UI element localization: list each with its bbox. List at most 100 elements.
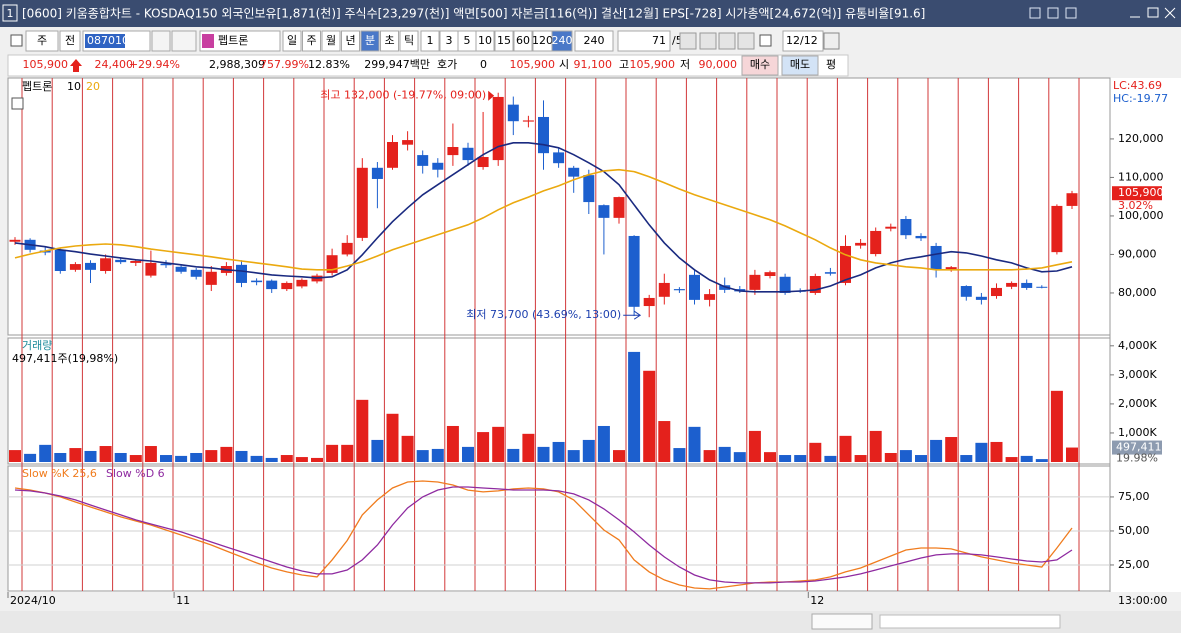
button[interactable] bbox=[551, 30, 573, 52]
volume-bar bbox=[190, 452, 203, 462]
candle-body bbox=[341, 242, 353, 255]
candle-body bbox=[1066, 193, 1078, 206]
window-controls[interactable] bbox=[1029, 7, 1176, 19]
control-icon[interactable] bbox=[1047, 7, 1059, 19]
button[interactable] bbox=[574, 30, 614, 52]
count-input[interactable] bbox=[617, 30, 671, 52]
tool-icon[interactable] bbox=[699, 32, 717, 50]
button-label[interactable]: 주 bbox=[306, 34, 316, 47]
volume-bar bbox=[522, 433, 535, 462]
volume-bar bbox=[733, 452, 746, 462]
volume-bar bbox=[930, 439, 943, 462]
code-text[interactable]: 087010 bbox=[87, 34, 129, 47]
button[interactable] bbox=[420, 30, 440, 52]
button[interactable] bbox=[25, 30, 59, 52]
high-annotation: 최고 132,000 (-19.77%, 09:00) bbox=[320, 89, 486, 102]
y-tick-label: 25,00 bbox=[1118, 558, 1150, 571]
quote-value: 299,947백만 bbox=[364, 58, 430, 71]
candle-body bbox=[417, 155, 429, 166]
button[interactable] bbox=[59, 30, 81, 52]
date-text[interactable]: 12/12 bbox=[786, 34, 818, 47]
button-label[interactable]: 월 bbox=[326, 34, 336, 47]
volume-bar bbox=[205, 450, 218, 462]
buy-label[interactable]: 매수 bbox=[750, 58, 770, 71]
button-label[interactable]: 120 bbox=[532, 34, 553, 47]
button[interactable] bbox=[341, 30, 360, 52]
name-box[interactable] bbox=[199, 30, 281, 52]
candle-body bbox=[9, 239, 21, 242]
sell-label[interactable]: 매도 bbox=[790, 58, 810, 71]
candle-body bbox=[779, 276, 791, 293]
search-button[interactable] bbox=[151, 30, 171, 52]
zoom-slider[interactable] bbox=[879, 614, 1061, 629]
button-label[interactable]: 분 bbox=[365, 34, 375, 47]
buy-button[interactable] bbox=[741, 55, 779, 76]
button[interactable] bbox=[513, 30, 533, 52]
button[interactable] bbox=[399, 30, 419, 52]
button-label[interactable]: 주 bbox=[37, 34, 47, 47]
candle-body bbox=[1021, 282, 1033, 288]
button-label[interactable]: 3 bbox=[446, 34, 453, 47]
candle-body bbox=[160, 263, 172, 266]
control-icon[interactable] bbox=[1029, 7, 1041, 19]
button-label[interactable]: 일 bbox=[287, 33, 297, 47]
candle-body bbox=[54, 249, 66, 272]
button-label[interactable]: 240 bbox=[584, 34, 605, 47]
close[interactable] bbox=[1164, 7, 1176, 19]
button-label[interactable]: 틱 bbox=[404, 34, 414, 47]
candle-body bbox=[975, 296, 987, 300]
volume-bar bbox=[235, 450, 248, 462]
button[interactable] bbox=[494, 30, 514, 52]
scroll-buttons[interactable] bbox=[811, 613, 873, 630]
avg-label[interactable]: 평 bbox=[826, 58, 836, 71]
button[interactable] bbox=[360, 30, 380, 52]
last-volume-box bbox=[1112, 440, 1162, 455]
button[interactable] bbox=[321, 30, 341, 52]
volume-bar bbox=[643, 370, 656, 462]
tool-icon[interactable] bbox=[737, 32, 755, 50]
quote-value: 24,400 bbox=[95, 58, 134, 71]
button[interactable] bbox=[475, 30, 495, 52]
candle-body bbox=[930, 245, 942, 270]
candle-body bbox=[764, 272, 776, 277]
button[interactable] bbox=[302, 30, 321, 52]
volume-bar bbox=[688, 426, 701, 462]
volume-bar bbox=[371, 439, 384, 462]
checkbox[interactable] bbox=[759, 34, 772, 47]
volume-bar bbox=[613, 450, 625, 462]
button-label[interactable]: 15 bbox=[497, 34, 511, 47]
x-tick-label: 12 bbox=[810, 594, 824, 607]
hc-label: HC:-19.77 bbox=[1113, 92, 1168, 105]
maximize[interactable] bbox=[1147, 7, 1159, 18]
candle-body bbox=[628, 235, 640, 307]
name-icon bbox=[202, 34, 214, 48]
count-text[interactable]: 71 bbox=[652, 34, 666, 47]
button-label[interactable]: 1 bbox=[427, 34, 434, 47]
sound-button[interactable] bbox=[171, 30, 197, 52]
button-label[interactable]: 전 bbox=[65, 34, 75, 47]
tool-icon[interactable] bbox=[679, 32, 697, 50]
sell-button[interactable] bbox=[781, 55, 819, 76]
button-label[interactable]: 5 bbox=[464, 34, 471, 47]
x-tick-label: 2024/10 bbox=[10, 594, 56, 607]
control-icon[interactable] bbox=[1065, 7, 1077, 19]
volume-bar bbox=[975, 442, 988, 462]
calendar-button[interactable] bbox=[823, 32, 840, 50]
stock-name[interactable]: 펩트론 bbox=[218, 34, 248, 47]
quote-value: 91,100 bbox=[574, 58, 613, 71]
date-input[interactable] bbox=[782, 30, 824, 52]
tool-icon[interactable] bbox=[718, 32, 736, 50]
button[interactable] bbox=[282, 30, 302, 52]
button-label[interactable]: 10 bbox=[478, 34, 492, 47]
volume-bar bbox=[84, 450, 97, 462]
button-label[interactable]: 초 bbox=[384, 34, 394, 47]
candle-body bbox=[236, 264, 247, 283]
candle-body bbox=[447, 147, 459, 156]
volume-bar bbox=[567, 450, 580, 462]
checkbox[interactable] bbox=[10, 34, 23, 47]
button-label[interactable]: 년 bbox=[345, 34, 355, 47]
button-label[interactable]: 240 bbox=[552, 34, 573, 47]
button-label[interactable]: 60 bbox=[516, 34, 530, 47]
button[interactable] bbox=[380, 30, 399, 52]
candle-body bbox=[190, 269, 202, 277]
